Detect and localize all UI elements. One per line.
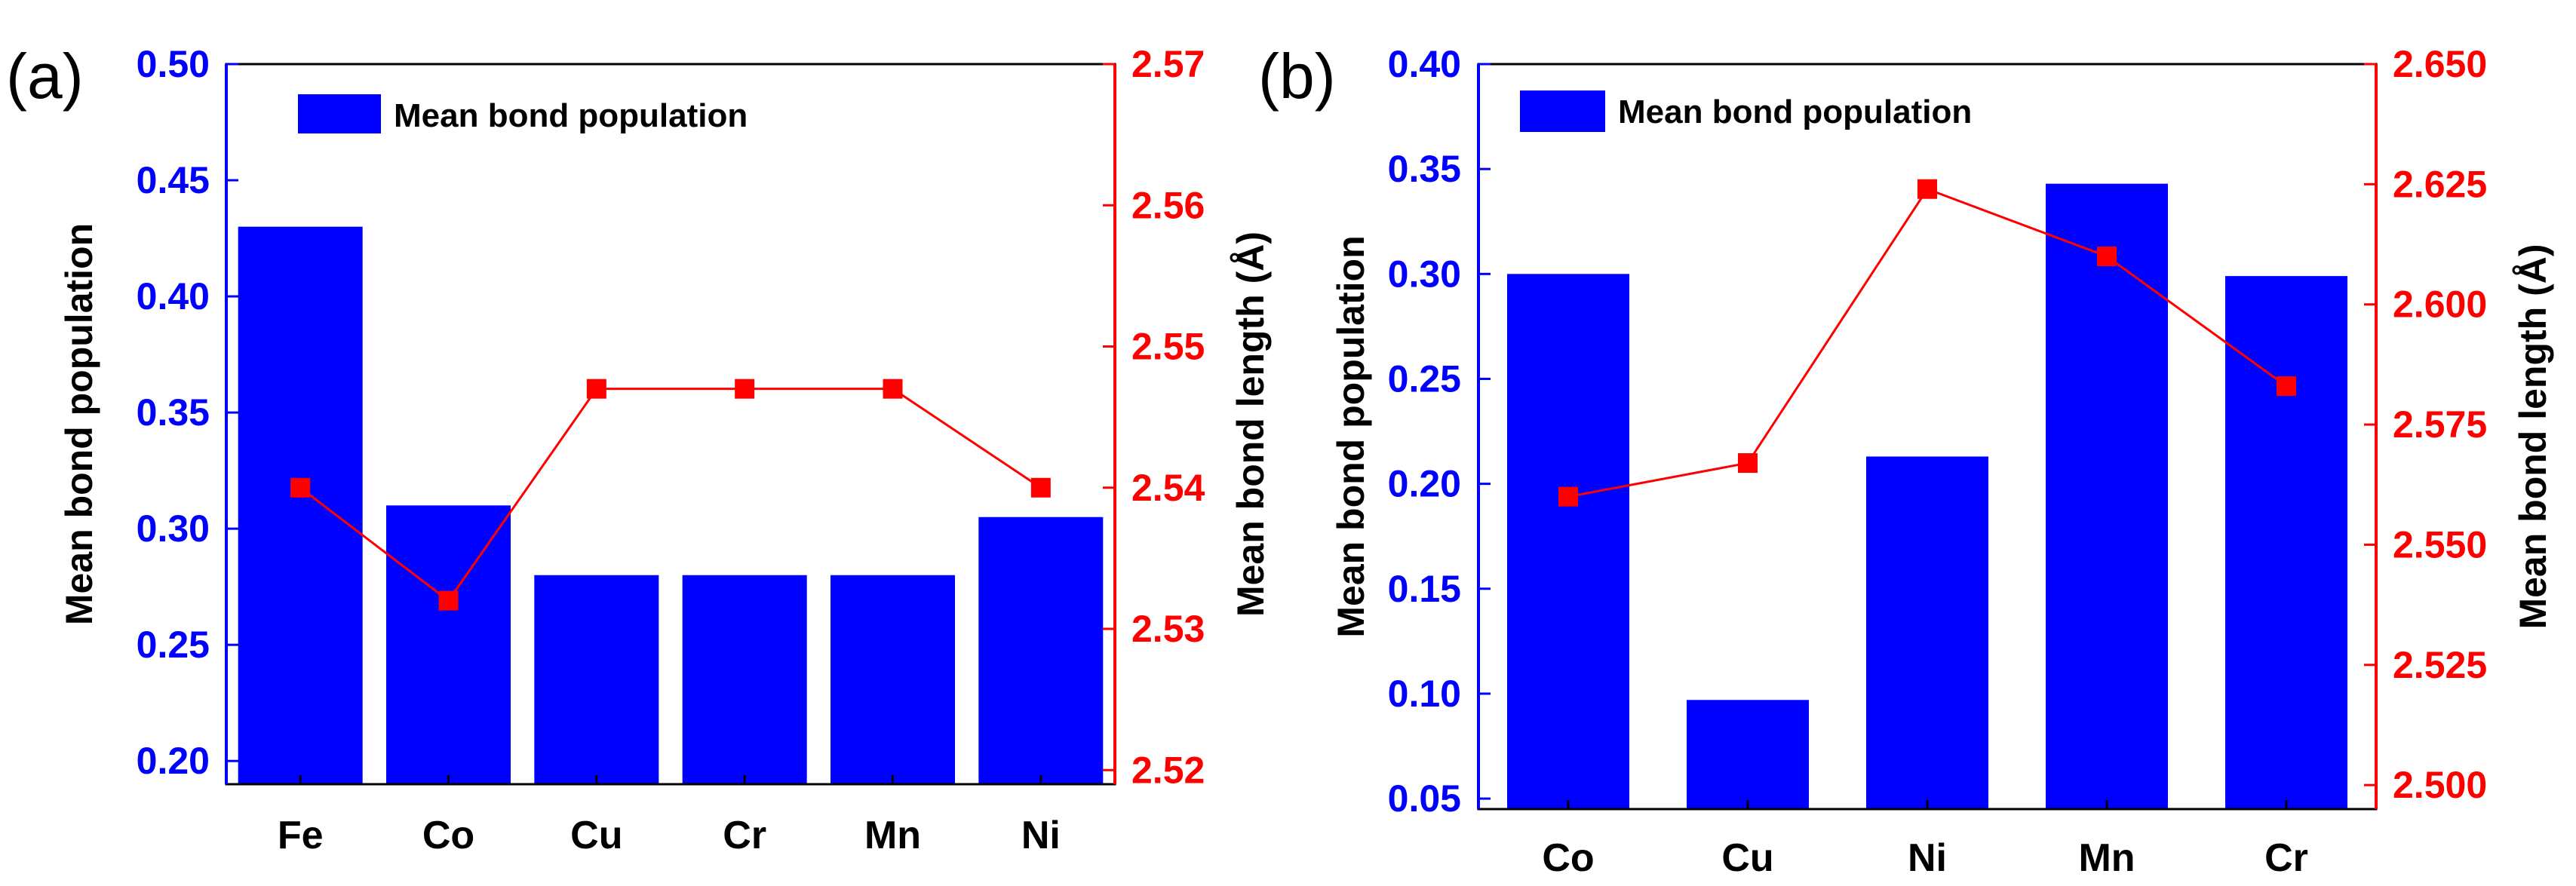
category-label-cu: Cu: [1721, 836, 1773, 880]
left-tick-label: 0.20: [137, 740, 210, 782]
left-tick-label: 0.40: [137, 275, 210, 317]
category-label-co: Co: [1542, 836, 1594, 880]
left-tick-label: 0.20: [1388, 463, 1461, 505]
bond-length-marker-mn: [883, 379, 903, 399]
bar-cr: [2225, 276, 2347, 809]
bar-fe: [238, 226, 363, 785]
y-axis-title-right: Mean bond length (Å): [1230, 231, 1272, 617]
right-tick-label: 2.54: [1131, 467, 1205, 509]
right-tick-label: 2.53: [1131, 608, 1205, 650]
right-tick-label: 2.57: [1131, 43, 1205, 85]
bar-mn: [831, 575, 955, 784]
bond-length-marker-mn: [2097, 246, 2117, 266]
bond-length-marker-cu: [586, 379, 606, 399]
legend-label: Mean bond population: [1618, 94, 1972, 130]
left-tick-label: 0.05: [1388, 777, 1461, 820]
right-tick-label: 2.550: [2393, 523, 2487, 566]
bond-length-marker-cu: [1738, 453, 1758, 474]
bond-length-line: [299, 388, 1042, 602]
y-axis-title-left: Mean bond population: [58, 223, 100, 625]
legend-swatch: [298, 94, 381, 133]
left-tick-label: 0.50: [137, 43, 210, 85]
category-label-mn: Mn: [864, 814, 921, 857]
bar-cu: [1687, 700, 1809, 809]
bar-ni: [978, 517, 1104, 784]
right-tick-label: 2.525: [2393, 644, 2487, 686]
chart-panel-a: 0.20 0.25 0.30 0.35 0.40 0.45 0.50 2.52 2.53 2.54…: [6, 41, 1272, 857]
left-tick-label: 0.40: [1388, 43, 1461, 85]
category-label-co: Co: [422, 814, 474, 857]
category-label-mn: Mn: [2078, 836, 2135, 880]
category-label-cr: Cr: [723, 814, 766, 857]
legend-label: Mean bond population: [394, 97, 748, 134]
right-tick-label: 2.575: [2393, 403, 2487, 446]
bar-co: [386, 505, 511, 784]
right-tick-label: 2.625: [2393, 163, 2487, 205]
right-tick-label: 2.500: [2393, 764, 2487, 806]
left-tick-label: 0.30: [1388, 253, 1461, 295]
bond-length-line: [1567, 187, 2287, 498]
bond-length-marker-co: [438, 590, 459, 611]
panel-label: (a): [6, 41, 84, 112]
right-tick-label: 2.650: [2393, 43, 2487, 85]
panel-label: (b): [1258, 41, 1336, 112]
bar-co: [1507, 274, 1629, 810]
legend: Mean bond population: [298, 94, 748, 134]
right-tick-label: 2.55: [1131, 326, 1205, 368]
right-tick-label: 2.56: [1131, 184, 1205, 226]
left-tick-label: 0.25: [137, 624, 210, 666]
category-label-ni: Ni: [1021, 814, 1061, 857]
bond-length-marker-cr: [735, 379, 755, 399]
bar-cr: [682, 575, 807, 784]
chart-panel-b: 0.05 0.10 0.15 0.20 0.25 0.30 0.35 0.40 2.500 2.5…: [1258, 41, 2554, 880]
bar-cu: [534, 575, 659, 784]
left-tick-label: 0.30: [137, 507, 210, 550]
left-tick-label: 0.15: [1388, 568, 1461, 610]
legend-swatch: [1520, 90, 1605, 132]
left-tick-label: 0.35: [137, 391, 210, 434]
right-tick-label: 2.52: [1131, 749, 1205, 791]
bond-length-marker-co: [1558, 486, 1578, 507]
bar-mn: [2046, 183, 2168, 810]
category-label-ni: Ni: [1908, 836, 1947, 880]
y-axis-title-left: Mean bond population: [1330, 235, 1372, 637]
left-tick-label: 0.45: [137, 159, 210, 201]
y-axis-title-right: Mean bond length (Å): [2512, 244, 2554, 629]
bond-length-marker-ni: [1917, 179, 1937, 199]
legend: Mean bond population: [1520, 90, 1972, 132]
bar-ni: [1866, 456, 1988, 809]
category-label-cu: Cu: [570, 814, 622, 857]
bond-length-marker-cr: [2277, 376, 2296, 397]
left-tick-label: 0.35: [1388, 148, 1461, 190]
left-tick-label: 0.10: [1388, 673, 1461, 715]
bond-length-marker-ni: [1030, 477, 1051, 498]
category-label-fe: Fe: [278, 814, 324, 857]
category-label-cr: Cr: [2264, 836, 2308, 880]
left-tick-label: 0.25: [1388, 357, 1461, 400]
right-tick-label: 2.600: [2393, 284, 2487, 326]
bond-length-marker-fe: [290, 477, 311, 498]
